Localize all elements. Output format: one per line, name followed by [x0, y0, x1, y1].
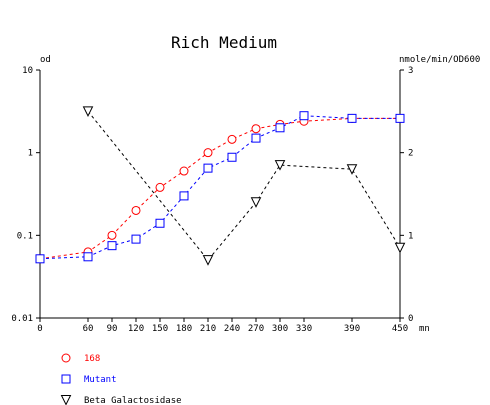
left-axis-tick-label: 1: [28, 149, 33, 159]
data-point-marker: [394, 242, 406, 254]
data-point-marker: [251, 124, 261, 134]
left-axis-unit-label: od: [40, 55, 51, 65]
series-layer: [35, 106, 406, 266]
legend-marker: [61, 374, 71, 384]
right-axis-unit-label: nmole/min/OD600: [399, 55, 480, 65]
data-point-marker: [227, 152, 237, 162]
data-point-marker: [346, 164, 358, 175]
x-axis-tick-label: 300: [272, 324, 288, 334]
x-axis-tick-label: 180: [176, 324, 192, 334]
legend-label: Beta Galactosidase: [84, 396, 182, 405]
x-axis-tick-label: 240: [224, 324, 240, 334]
data-point-marker: [299, 111, 309, 121]
x-axis-tick-label: 210: [200, 324, 216, 334]
x-axis-tick-label: 90: [107, 324, 118, 334]
data-point-marker: [179, 191, 189, 201]
data-point-marker: [82, 106, 94, 117]
data-point-marker: [251, 133, 261, 143]
legend-label: Mutant: [84, 375, 117, 385]
right-axis-tick-label: 0: [408, 314, 413, 324]
legend-marker: [61, 353, 71, 363]
legend-item: Mutant: [61, 374, 117, 385]
data-point-marker: [83, 252, 93, 262]
data-point-marker: [275, 123, 285, 133]
data-point-marker: [179, 166, 189, 176]
legend: 168 Mutant Beta Galactosidase: [60, 353, 182, 405]
legend-item: 168: [61, 353, 100, 364]
data-point-marker: [203, 163, 213, 173]
right-axis-tick-label: 1: [408, 231, 413, 241]
series-line: [39, 117, 400, 260]
right-axis-tick-label: 3: [408, 66, 413, 76]
left-axis-tick-label: 10: [22, 66, 33, 76]
legend-label: 168: [84, 354, 100, 364]
data-point-marker: [250, 197, 262, 208]
data-point-marker: [107, 241, 117, 251]
series-1: [35, 111, 405, 264]
series-line: [87, 110, 401, 261]
data-point-marker: [203, 148, 213, 158]
data-point-marker: [202, 255, 214, 266]
x-axis-tick-label: 0: [37, 324, 42, 334]
data-point-marker: [107, 230, 117, 240]
data-point-marker: [155, 182, 165, 192]
left-axis-tick-label: 0.1: [17, 231, 33, 241]
data-point-marker: [35, 254, 45, 264]
x-axis-tick-label: 390: [344, 324, 360, 334]
series-2: [82, 106, 406, 266]
data-point-marker: [347, 113, 357, 123]
x-axis-tick-label: 150: [152, 324, 168, 334]
right-axis-tick-label: 2: [408, 149, 413, 159]
x-axis-tick-label: 330: [296, 324, 312, 334]
data-point-marker: [131, 205, 141, 215]
data-point-marker: [227, 134, 237, 144]
data-point-marker: [131, 234, 141, 244]
x-axis-unit-label: mn: [419, 324, 430, 334]
x-axis-tick-label: 60: [83, 324, 94, 334]
x-axis-tick-label: 120: [128, 324, 144, 334]
x-axis-tick-label: 270: [248, 324, 264, 334]
series-0: [35, 113, 405, 264]
data-point-marker: [274, 160, 286, 171]
left-axis-tick-label: 0.01: [11, 314, 33, 324]
legend-item: Beta Galactosidase: [60, 395, 182, 405]
chart-title: Rich Medium: [171, 33, 277, 52]
data-point-marker: [155, 218, 165, 228]
x-axis-tick-label: 450: [392, 324, 408, 334]
data-point-marker: [395, 113, 405, 123]
legend-marker: [60, 395, 72, 405]
series-line: [39, 115, 400, 260]
